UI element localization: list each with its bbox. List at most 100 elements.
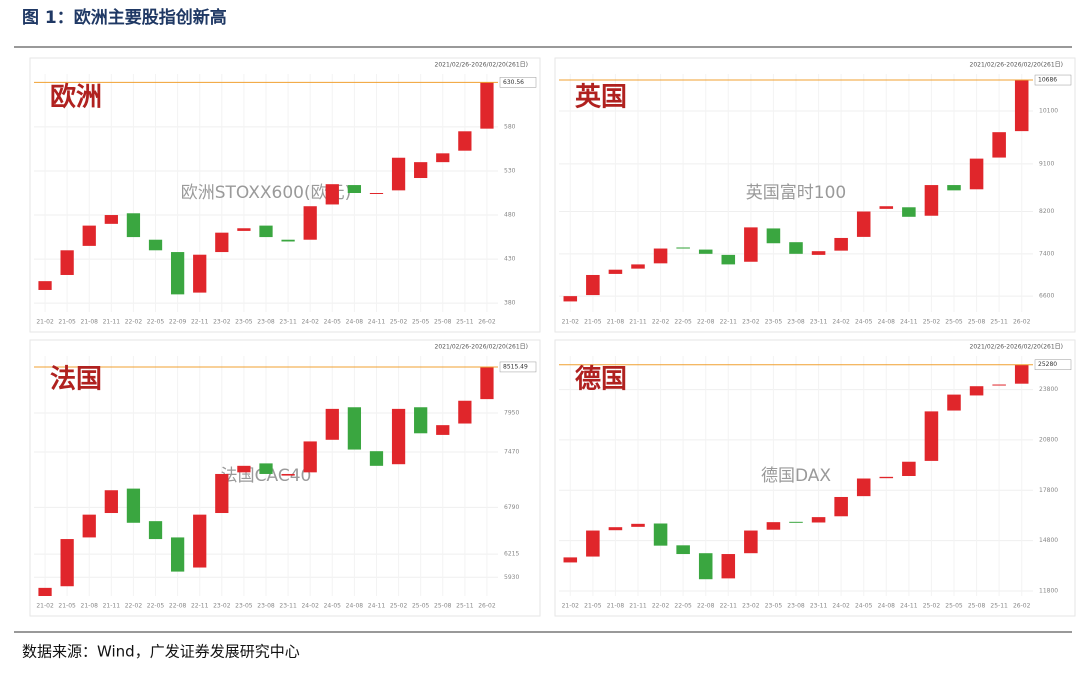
x-tick-label: 23-05 [235,603,253,610]
x-tick-label: 24-02 [301,319,319,326]
x-tick-label: 21-05 [584,319,602,326]
last-value-label: 8515.49 [503,363,528,370]
x-tick-label: 22-05 [147,603,165,610]
x-tick-label: 21-11 [629,319,647,326]
candle [698,249,713,254]
panel-label: 法国 [50,365,102,395]
x-tick-label: 25-11 [990,319,1008,326]
last-value-box [1034,74,1072,86]
x-tick-label: 21-11 [103,603,121,610]
candle [391,408,406,465]
candle [104,215,118,224]
date-range: 2021/02/26-2026/02/20(261日) [970,62,1063,69]
candle [676,247,690,249]
y-tick-label: 6600 [1039,293,1054,300]
x-tick-label: 21-02 [562,603,580,610]
x-tick-label: 26-02 [478,603,496,610]
y-tick-label: 7470 [504,449,519,456]
x-tick-label: 22-11 [191,603,209,610]
x-tick-label: 22-05 [674,603,692,610]
x-tick-label: 21-02 [36,319,54,326]
candle [586,274,600,296]
x-tick-label: 21-02 [36,603,54,610]
y-tick-label: 10100 [1039,108,1058,115]
candle [947,394,961,411]
y-tick-label: 380 [504,300,516,307]
candle [303,441,317,473]
x-tick-label: 22-02 [125,603,143,610]
last-value-label: 10686 [1038,77,1057,84]
candle [834,237,848,251]
candle [902,461,916,476]
candle [721,554,736,579]
candle [436,425,450,435]
x-tick-label: 26-02 [1013,603,1031,610]
y-tick-label: 9100 [1039,160,1054,167]
x-tick-label: 22-02 [125,319,143,326]
candle [856,211,871,237]
x-tick-label: 21-11 [103,319,121,326]
candle [924,185,939,216]
candle [60,539,74,587]
candle [347,407,362,450]
candle [766,522,781,530]
x-tick-label: 23-11 [279,319,297,326]
x-tick-label: 22-11 [191,319,209,326]
candle [653,523,668,546]
y-tick-label: 480 [504,212,516,219]
x-tick-label: 25-08 [968,603,986,610]
x-tick-label: 23-11 [279,603,297,610]
candle [563,557,578,563]
candle [811,517,826,523]
x-tick-label: 21-05 [58,603,76,610]
y-tick-label: 17800 [1039,487,1058,494]
x-tick-label: 23-11 [810,319,828,326]
x-tick-label: 23-02 [742,603,760,610]
candle [789,242,803,254]
candle [170,537,185,572]
x-tick-label: 23-08 [257,319,275,326]
panel-label: 欧洲 [50,82,102,113]
candle [834,496,848,517]
panel-bg [554,339,1076,617]
candle [766,228,781,244]
y-tick-label: 7950 [504,409,519,416]
panel-label: 英国 [575,83,627,113]
watermark: 英国富时100 [746,183,846,203]
x-tick-label: 22-11 [720,603,738,610]
x-tick-label: 24-11 [900,603,918,610]
candle [237,228,251,231]
x-tick-label: 22-11 [720,319,738,326]
panel-bg [29,57,541,333]
candle [1014,80,1029,132]
candle [631,264,645,269]
figure-title: 图 1：欧洲主要股指创新高 [22,7,227,28]
candle [215,473,229,514]
candle [104,490,118,514]
candle [237,465,251,473]
candle [436,153,450,163]
x-tick-label: 25-05 [412,319,430,326]
last-value-box [499,361,537,373]
candle [281,239,295,242]
candle [653,248,668,264]
candle [563,296,578,302]
x-tick-label: 24-05 [324,319,342,326]
x-tick-label: 25-08 [968,319,986,326]
x-tick-label: 22-05 [147,319,165,326]
y-tick-label: 11800 [1039,587,1058,594]
x-tick-label: 23-02 [742,319,760,326]
x-tick-label: 25-02 [390,603,408,610]
watermark: 欧洲STOXX600(欧元) [181,183,351,203]
candle [969,158,984,190]
x-tick-label: 21-11 [629,603,647,610]
x-tick-label: 22-08 [697,603,715,610]
last-value-label: 25280 [1038,361,1057,368]
x-tick-label: 22-08 [169,603,187,610]
x-tick-label: 21-08 [81,603,99,610]
y-tick-label: 430 [504,256,516,263]
x-tick-label: 22-09 [169,319,187,326]
x-tick-label: 24-11 [900,319,918,326]
candle [608,269,623,274]
